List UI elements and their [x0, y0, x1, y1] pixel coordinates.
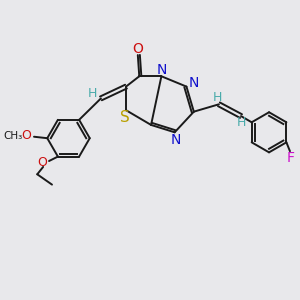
Text: N: N	[189, 76, 199, 90]
Text: O: O	[132, 42, 143, 56]
Text: O: O	[37, 156, 47, 169]
Text: N: N	[171, 133, 181, 147]
Text: N: N	[157, 63, 167, 77]
Text: H: H	[88, 87, 98, 100]
Text: H: H	[213, 91, 222, 104]
Text: O: O	[21, 129, 31, 142]
Text: CH₃: CH₃	[3, 131, 22, 141]
Text: H: H	[237, 116, 247, 129]
Text: S: S	[120, 110, 129, 125]
Text: F: F	[287, 151, 295, 165]
